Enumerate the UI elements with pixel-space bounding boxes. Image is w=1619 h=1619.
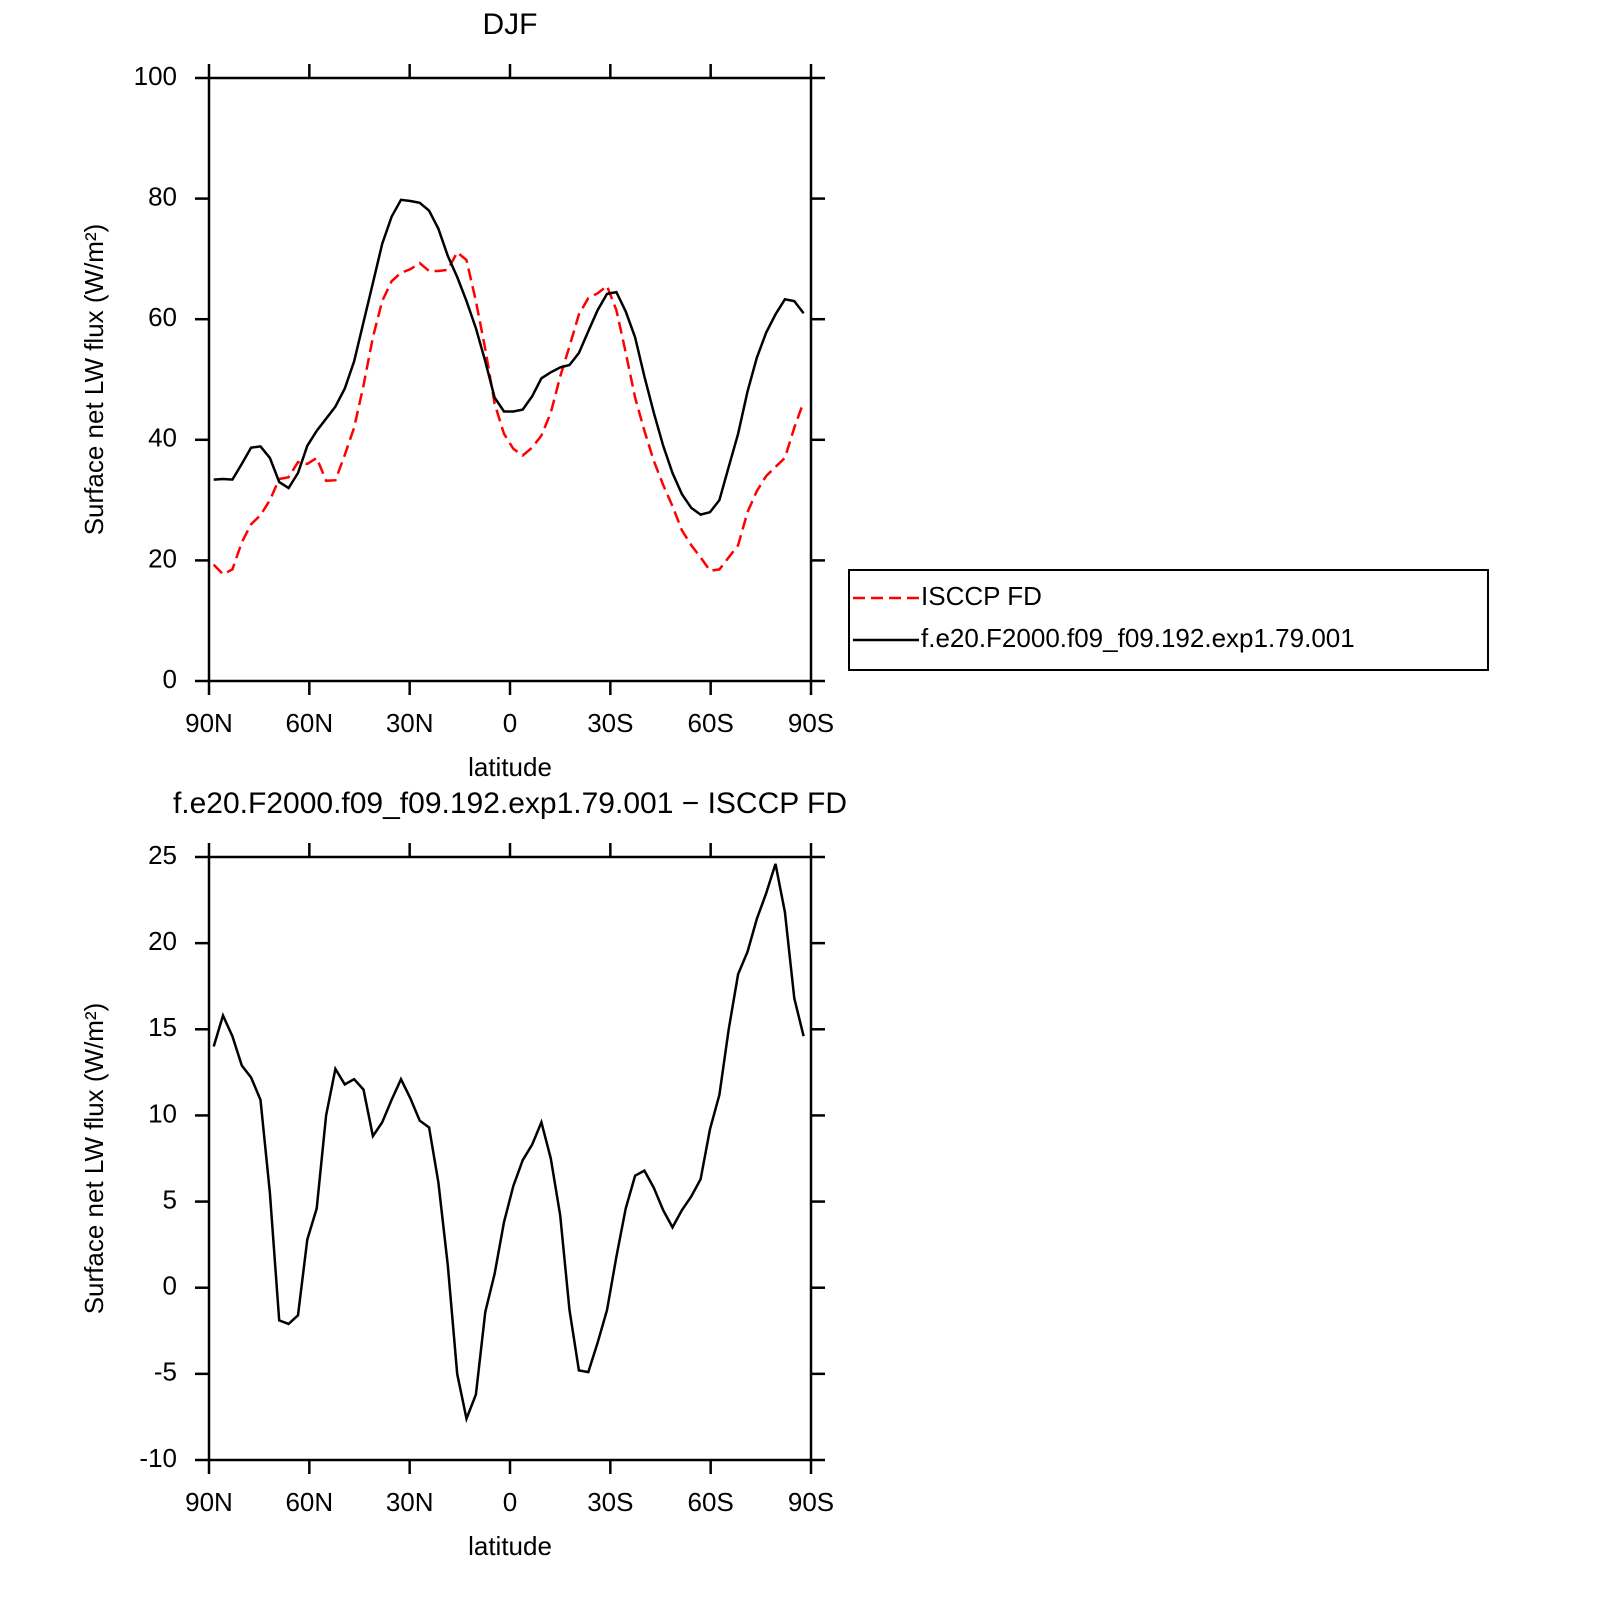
plot-frame (207, 76, 813, 683)
x-tick-label: 90N (185, 1487, 233, 1517)
legend-label: ISCCP FD (921, 581, 1042, 611)
y-tick-label: 40 (148, 423, 177, 453)
x-tick-label: 30N (386, 1487, 434, 1517)
y-axis-label: Surface net LW flux (W/m²) (79, 1003, 109, 1315)
x-tick-label: 0 (503, 708, 517, 738)
x-tick-label: 60N (285, 1487, 333, 1517)
data-line (213, 198, 805, 516)
y-tick-label: 60 (148, 302, 177, 332)
y-axis-label: Surface net LW flux (W/m²) (79, 224, 109, 536)
x-tick-label: 60S (688, 708, 734, 738)
legend-box (848, 569, 1489, 671)
y-tick-label: -5 (154, 1357, 177, 1387)
plot-frame (207, 855, 813, 1462)
x-tick-label: 90N (185, 708, 233, 738)
x-tick-label: 30N (386, 708, 434, 738)
x-tick-label: 60S (688, 1487, 734, 1517)
x-tick-label: 90S (788, 1487, 834, 1517)
y-tick-label: 25 (148, 840, 177, 870)
y-tick-label: 15 (148, 1012, 177, 1042)
x-tick-label: 30S (587, 1487, 633, 1517)
y-tick-label: 80 (148, 181, 177, 211)
x-tick-label: 0 (503, 1487, 517, 1517)
y-tick-label: 20 (148, 926, 177, 956)
y-tick-label: -10 (139, 1443, 177, 1473)
data-line (212, 863, 805, 1424)
y-tick-label: 10 (148, 1098, 177, 1128)
x-axis-label: latitude (468, 1531, 552, 1561)
y-tick-label: 0 (163, 1271, 177, 1301)
x-axis-label: latitude (468, 752, 552, 782)
y-tick-label: 5 (163, 1184, 177, 1214)
y-tick-label: 20 (148, 543, 177, 573)
chart-title: DJF (483, 8, 538, 41)
data-line (212, 250, 805, 576)
x-tick-label: 90S (788, 708, 834, 738)
y-tick-label: 100 (134, 61, 177, 91)
chart-title: f.e20.F2000.f09_f09.192.exp1.79.001 − IS… (173, 787, 847, 820)
x-tick-label: 30S (587, 708, 633, 738)
x-tick-label: 60N (285, 708, 333, 738)
legend-label: f.e20.F2000.f09_f09.192.exp1.79.001 (921, 623, 1355, 653)
y-tick-label: 0 (163, 664, 177, 694)
